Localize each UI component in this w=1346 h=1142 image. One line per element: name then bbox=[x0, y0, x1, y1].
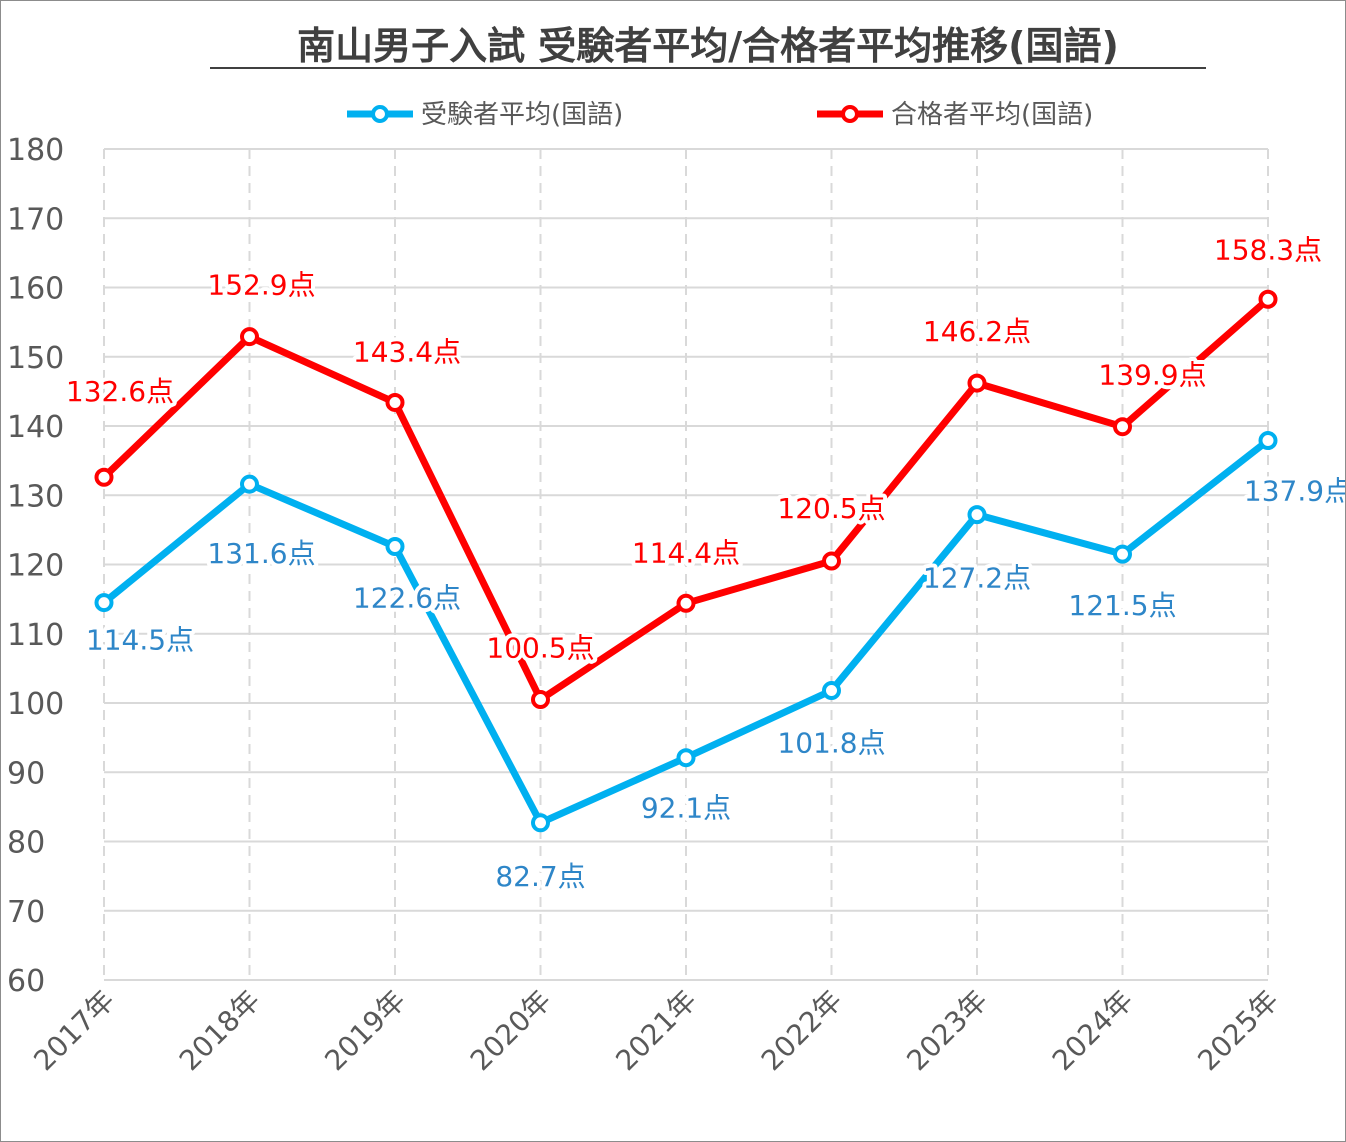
data-label-halo: 146.2点 bbox=[923, 315, 1031, 348]
data-label: 122.6点 bbox=[353, 581, 461, 614]
data-point bbox=[240, 327, 259, 347]
data-point bbox=[1113, 417, 1132, 437]
y-tick-label: 120 bbox=[7, 549, 64, 584]
x-tick-label: 2018年 bbox=[173, 984, 267, 1078]
data-point bbox=[822, 681, 841, 701]
data-label: 120.5点 bbox=[777, 492, 885, 525]
chart-title: 南山男子入試 受験者平均/合格者平均推移(国語) bbox=[297, 24, 1119, 68]
data-label: 158.3点 bbox=[1214, 233, 1322, 266]
data-labels: 114.5点114.5点131.6点131.6点122.6点122.6点82.7… bbox=[62, 229, 1345, 897]
data-label-halo: 114.5点 bbox=[86, 624, 194, 657]
y-tick-label: 150 bbox=[7, 341, 64, 376]
data-point bbox=[531, 813, 550, 833]
data-label: 114.5点 bbox=[86, 624, 194, 657]
data-label-halo: 101.8点 bbox=[777, 727, 885, 760]
data-point bbox=[240, 474, 259, 494]
y-axis-ticks: 60 70 80 90 100 110 120 130 140 150 160 170 180 bbox=[7, 133, 64, 999]
data-label: 92.1点 bbox=[641, 792, 731, 825]
data-label-halo: 137.9点 bbox=[1244, 475, 1345, 508]
data-label-halo: 143.4点 bbox=[353, 335, 461, 368]
data-point bbox=[967, 373, 987, 393]
data-label-halo: 92.1点 bbox=[641, 792, 731, 825]
y-tick-label: 80 bbox=[7, 826, 45, 861]
grid-layer bbox=[103, 148, 1269, 981]
data-label: 82.7点 bbox=[495, 860, 585, 893]
data-label: 100.5点 bbox=[486, 632, 594, 665]
data-point bbox=[94, 467, 114, 487]
y-tick-label: 140 bbox=[7, 410, 64, 445]
legend: 受験者平均(国語) 合格者平均(国語) bbox=[347, 100, 1093, 130]
data-point bbox=[1258, 431, 1278, 451]
data-label-halo: 127.2点 bbox=[923, 562, 1031, 595]
y-tick-label: 170 bbox=[7, 202, 64, 237]
y-tick-label: 130 bbox=[7, 479, 64, 514]
y-tick-label: 70 bbox=[7, 895, 45, 930]
data-label-halo: 121.5点 bbox=[1068, 589, 1176, 622]
data-label-halo: 131.6点 bbox=[207, 537, 315, 570]
data-point bbox=[676, 593, 696, 613]
x-tick-label: 2021年 bbox=[609, 984, 703, 1078]
legend-marker-series-0 bbox=[371, 105, 389, 123]
legend-label-series-1: 合格者平均(国語) bbox=[891, 100, 1093, 130]
data-label-halo: 100.5点 bbox=[486, 632, 594, 665]
legend-label-series-0: 受験者平均(国語) bbox=[421, 100, 623, 130]
data-label: 121.5点 bbox=[1068, 589, 1176, 622]
legend-item-series-0: 受験者平均(国語) bbox=[347, 100, 623, 130]
x-tick-label: 2024年 bbox=[1046, 984, 1140, 1078]
data-point bbox=[94, 593, 114, 613]
x-tick-label: 2020年 bbox=[464, 984, 558, 1078]
data-point bbox=[822, 551, 841, 571]
series-layer bbox=[94, 289, 1278, 833]
y-tick-label: 100 bbox=[7, 687, 64, 722]
x-tick-label: 2023年 bbox=[900, 984, 994, 1078]
data-label-halo: 152.9点 bbox=[207, 269, 315, 302]
data-label: 101.8点 bbox=[777, 727, 885, 760]
x-tick-label: 2025年 bbox=[1191, 984, 1285, 1078]
data-label-halo: 132.6点 bbox=[66, 375, 174, 408]
data-label: 139.9点 bbox=[1098, 359, 1206, 392]
data-point bbox=[531, 690, 550, 710]
data-label: 146.2点 bbox=[923, 315, 1031, 348]
data-label: 131.6点 bbox=[207, 537, 315, 570]
data-label-halo: 120.5点 bbox=[777, 492, 885, 525]
data-point bbox=[1258, 289, 1278, 309]
data-point bbox=[385, 536, 405, 556]
y-tick-label: 110 bbox=[7, 618, 64, 653]
data-label: 114.4点 bbox=[632, 536, 740, 569]
data-label-halo: 139.9点 bbox=[1098, 359, 1206, 392]
x-tick-label: 2019年 bbox=[318, 984, 412, 1078]
x-axis-ticks: 2017年 2018年 2019年 2020年 2021年 2022年 2023年 2024年… bbox=[27, 984, 1285, 1078]
legend-marker-series-1 bbox=[841, 105, 859, 123]
data-label: 152.9点 bbox=[207, 269, 315, 302]
data-point bbox=[676, 748, 696, 768]
data-label: 143.4点 bbox=[353, 335, 461, 368]
x-tick-label: 2022年 bbox=[755, 984, 849, 1078]
data-point bbox=[385, 392, 405, 412]
y-tick-label: 160 bbox=[7, 272, 64, 307]
data-label: 132.6点 bbox=[66, 375, 174, 408]
data-label-halo: 122.6点 bbox=[353, 581, 461, 614]
data-point bbox=[967, 505, 987, 525]
data-point bbox=[1113, 544, 1132, 564]
data-label: 137.9点 bbox=[1244, 475, 1345, 508]
y-tick-label: 90 bbox=[7, 756, 45, 791]
y-tick-label: 180 bbox=[7, 133, 64, 168]
data-label-halo: 158.3点 bbox=[1214, 233, 1322, 266]
y-tick-label: 60 bbox=[7, 964, 45, 999]
data-label-halo: 82.7点 bbox=[495, 860, 585, 893]
data-label: 127.2点 bbox=[923, 562, 1031, 595]
legend-item-series-1: 合格者平均(国語) bbox=[817, 100, 1093, 130]
data-label-halo: 114.4点 bbox=[632, 536, 740, 569]
